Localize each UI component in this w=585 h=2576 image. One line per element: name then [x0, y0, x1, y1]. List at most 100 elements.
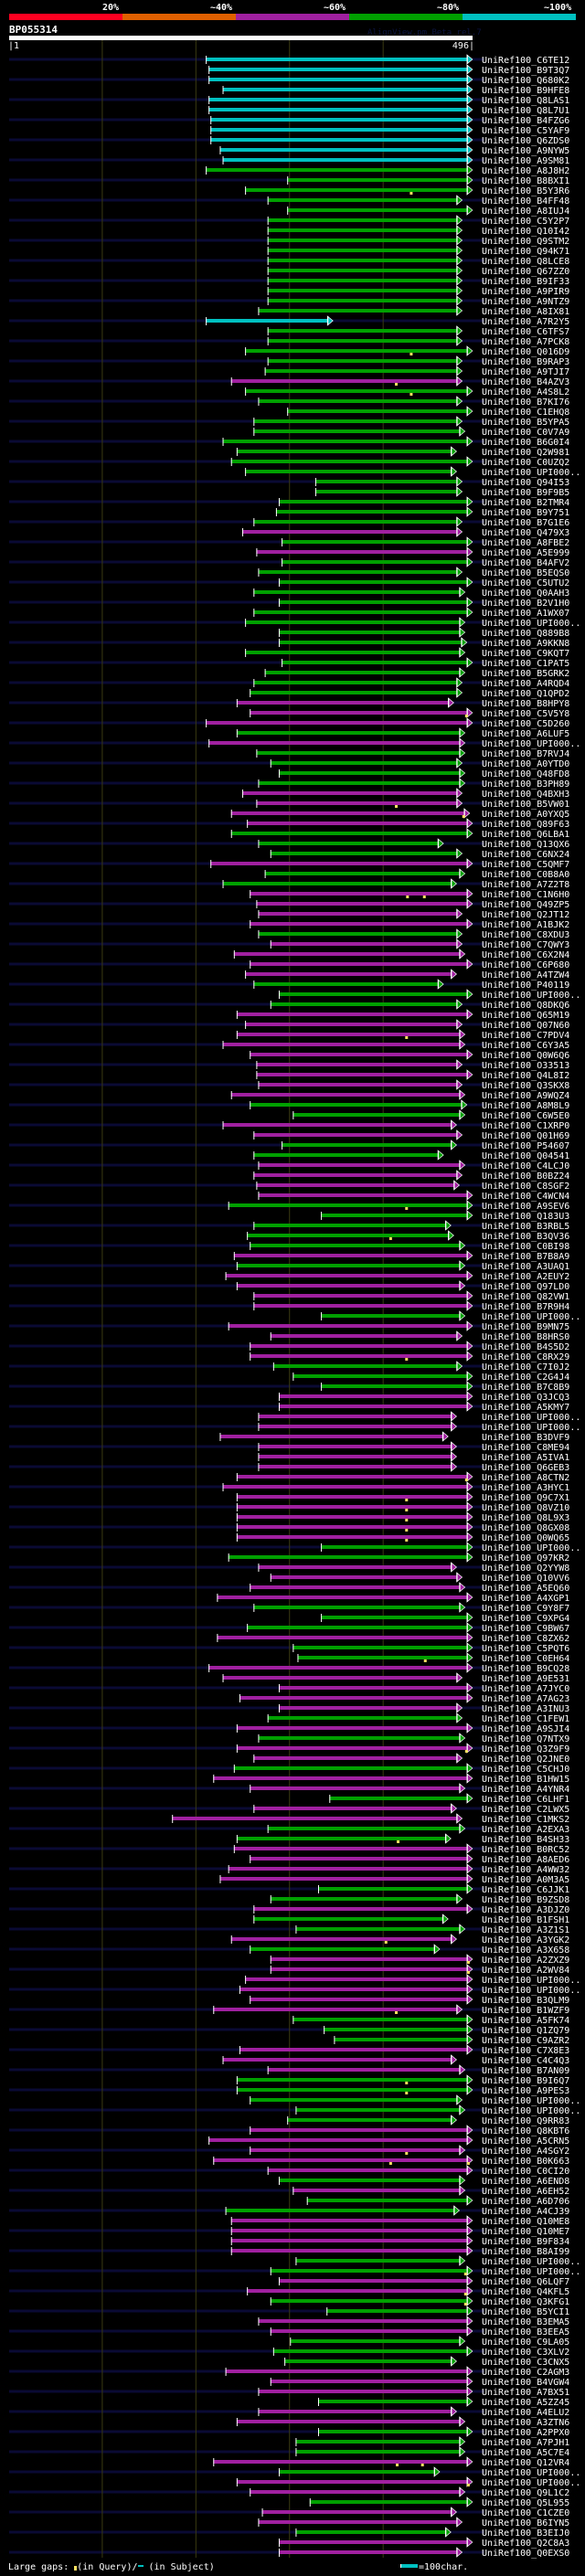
hit-label[interactable]: UniRef100_C5CHJ0	[482, 1765, 569, 1775]
hit-row[interactable]: UniRef100_Q10VV6	[270, 1572, 570, 1584]
hit-row[interactable]: UniRef100_B9ZSD8	[270, 1893, 570, 1905]
hit-row[interactable]: UniRef100_B9T3Q7	[208, 64, 569, 76]
hit-row[interactable]: UniRef100_UPI000..	[245, 466, 580, 478]
hit-row[interactable]: UniRef100_B2V1H0	[278, 597, 569, 609]
hit-label[interactable]: UniRef100_A4TZW4	[482, 970, 569, 981]
hit-label[interactable]: UniRef100_C1FEW1	[482, 1714, 569, 1724]
hit-row[interactable]: UniRef100_A9E531	[222, 1672, 570, 1684]
hit-label[interactable]: UniRef100_UPI000..	[482, 1976, 580, 1986]
hit-row[interactable]: UniRef100_UPI000..	[270, 2265, 581, 2277]
hit-row[interactable]: UniRef100_B3EIJ0	[295, 2527, 569, 2539]
hit-label[interactable]: UniRef100_C4WCN4	[482, 1192, 569, 1202]
hit-label[interactable]: UniRef100_B5Y3R6	[482, 186, 569, 196]
hit-row[interactable]: UniRef100_A8AED6	[250, 1853, 569, 1865]
hit-row[interactable]: UniRef100_C7PDV4	[236, 1029, 569, 1041]
hit-row[interactable]: UniRef100_B3QV36	[247, 1230, 569, 1242]
hit-row[interactable]: UniRef100_B1FSH1	[253, 1913, 569, 1925]
hit-label[interactable]: UniRef100_C9LA05	[482, 2337, 569, 2348]
hit-label[interactable]: UniRef100_C0V7A9	[482, 428, 569, 438]
hit-label[interactable]: UniRef100_C5YAF9	[482, 126, 569, 136]
hit-row[interactable]: UniRef100_Q4L8I2	[256, 1069, 569, 1081]
hit-row[interactable]: UniRef100_Q97LD0	[236, 1280, 569, 1292]
hit-row[interactable]: UniRef100_A9WQZ4	[230, 1089, 570, 1101]
hit-label[interactable]: UniRef100_UPI000..	[482, 1413, 580, 1423]
hit-label[interactable]: UniRef100_Q2W981	[482, 448, 569, 458]
hit-label[interactable]: UniRef100_C8SGF2	[482, 1182, 569, 1192]
hit-label[interactable]: UniRef100_A9WQZ4	[482, 1091, 569, 1101]
hit-label[interactable]: UniRef100_Q3SKX8	[482, 1081, 569, 1091]
hit-label[interactable]: UniRef100_A7Z2T8	[482, 880, 569, 890]
hit-label[interactable]: UniRef100_Q8VZ10	[482, 1503, 569, 1513]
hit-label[interactable]: UniRef100_UPI000..	[482, 1423, 580, 1433]
hit-label[interactable]: UniRef100_B7R9H4	[482, 1302, 569, 1312]
hit-row[interactable]: UniRef100_B0BZ24	[253, 1170, 569, 1182]
hit-label[interactable]: UniRef100_UPI000..	[482, 1986, 580, 1996]
hit-row[interactable]: UniRef100_Q889B8	[278, 627, 569, 639]
hit-row[interactable]: UniRef100_B6IYN5	[258, 2517, 569, 2528]
hit-row[interactable]: UniRef100_A5C7E4	[295, 2446, 569, 2458]
hit-row[interactable]: UniRef100_A4ELU2	[258, 2406, 569, 2418]
hit-row[interactable]: UniRef100_Q6ZDS0	[210, 134, 569, 146]
hit-row[interactable]: UniRef100_Q8LCE8	[267, 255, 570, 267]
hit-row[interactable]: UniRef100_A6LUF5	[236, 727, 569, 739]
hit-row[interactable]: UniRef100_C6NX24	[270, 848, 570, 860]
hit-row[interactable]: UniRef100_Q183U3	[321, 1210, 569, 1222]
hit-label[interactable]: UniRef100_A4YNR4	[482, 1785, 569, 1795]
hit-row[interactable]: UniRef100_A5IVA1	[258, 1451, 569, 1463]
hit-label[interactable]: UniRef100_C1XRP0	[482, 1121, 569, 1131]
hit-label[interactable]: UniRef100_UPI000..	[482, 739, 580, 749]
hit-row[interactable]: UniRef100_A9PES3	[236, 2084, 569, 2096]
hit-row[interactable]: UniRef100_B1WZF9	[213, 2004, 569, 2016]
hit-row[interactable]: UniRef100_B3PH89	[258, 778, 569, 790]
hit-row[interactable]: UniRef100_C5YAF9	[210, 124, 569, 136]
hit-label[interactable]: UniRef100_B3PH89	[482, 779, 569, 790]
hit-row[interactable]: UniRef100_A7Z2T8	[222, 878, 570, 890]
hit-row[interactable]: UniRef100_A8J8H2	[206, 164, 569, 176]
hit-label[interactable]: UniRef100_A2EUY2	[482, 1272, 569, 1282]
hit-row[interactable]: UniRef100_A8IUJ4	[287, 205, 569, 217]
hit-row[interactable]: UniRef100_B9Y751	[275, 506, 569, 518]
hit-label[interactable]: UniRef100_Q94K71	[482, 247, 569, 257]
hit-label[interactable]: UniRef100_C7PDV4	[482, 1031, 569, 1041]
hit-row[interactable]: UniRef100_C3CNX5	[284, 2356, 569, 2368]
hit-label[interactable]: UniRef100_C6JJK1	[482, 1885, 569, 1895]
hit-label[interactable]: UniRef100_C6LHF1	[482, 1795, 569, 1805]
hit-label[interactable]: UniRef100_A4CJ39	[482, 2207, 569, 2217]
hit-row[interactable]: UniRef100_A3X658	[250, 1944, 569, 1956]
hit-label[interactable]: UniRef100_Q0W6Q6	[482, 1051, 569, 1061]
hit-row[interactable]: UniRef100_C0B8A0	[264, 868, 570, 880]
hit-label[interactable]: UniRef100_A8FBE2	[482, 538, 569, 548]
hit-label[interactable]: UniRef100_Q49ZP5	[482, 900, 569, 910]
hit-row[interactable]: UniRef100_A6EH52	[292, 2185, 569, 2197]
hit-label[interactable]: UniRef100_UPI000..	[482, 619, 580, 629]
hit-row[interactable]: UniRef100_C9XPG4	[321, 1612, 569, 1624]
hit-label[interactable]: UniRef100_Q8KBT6	[482, 2126, 569, 2136]
hit-row[interactable]: UniRef100_C0CI20	[267, 2165, 570, 2177]
hit-row[interactable]: UniRef100_A6D706	[306, 2195, 570, 2207]
hit-row[interactable]: UniRef100_A3UAQ1	[236, 1260, 569, 1272]
hit-row[interactable]: UniRef100_UPI000..	[295, 2255, 580, 2267]
hit-label[interactable]: UniRef100_A1BJK2	[482, 920, 569, 930]
hit-row[interactable]: UniRef100_B9CQ28	[208, 1662, 569, 1674]
hit-row[interactable]: UniRef100_A1BJK2	[250, 918, 569, 930]
hit-row[interactable]: UniRef100_B7R9H4	[253, 1300, 569, 1312]
hit-label[interactable]: UniRef100_Q6ZDS0	[482, 136, 569, 146]
hit-label[interactable]: UniRef100_B7KI76	[482, 398, 569, 408]
hit-label[interactable]: UniRef100_A4S8L2	[482, 387, 569, 398]
hit-label[interactable]: UniRef100_C9AZR2	[482, 2036, 569, 2046]
hit-label[interactable]: UniRef100_Q8DKQ6	[482, 1001, 569, 1011]
hit-row[interactable]: UniRef100_P40119	[253, 979, 569, 991]
hit-label[interactable]: UniRef100_B7G1E6	[482, 518, 569, 528]
hit-label[interactable]: UniRef100_Q8LAS1	[482, 96, 569, 106]
hit-row[interactable]: UniRef100_B7C8B9	[321, 1381, 569, 1393]
hit-row[interactable]: UniRef100_Q2C8A3	[278, 2537, 569, 2549]
hit-label[interactable]: UniRef100_C6X2N4	[482, 950, 569, 960]
hit-row[interactable]: UniRef100_Q94K71	[267, 245, 570, 257]
hit-label[interactable]: UniRef100_C6NX24	[482, 850, 569, 860]
hit-row[interactable]: UniRef100_C0UZQ2	[230, 456, 570, 468]
hit-row[interactable]: UniRef100_A5CRN5	[208, 2135, 569, 2147]
hit-label[interactable]: UniRef100_UPI000..	[482, 1312, 580, 1322]
hit-label[interactable]: UniRef100_A6END8	[482, 2177, 569, 2187]
hit-row[interactable]: UniRef100_Q8LAS1	[208, 94, 569, 106]
hit-label[interactable]: UniRef100_Q10ME7	[482, 2227, 569, 2237]
